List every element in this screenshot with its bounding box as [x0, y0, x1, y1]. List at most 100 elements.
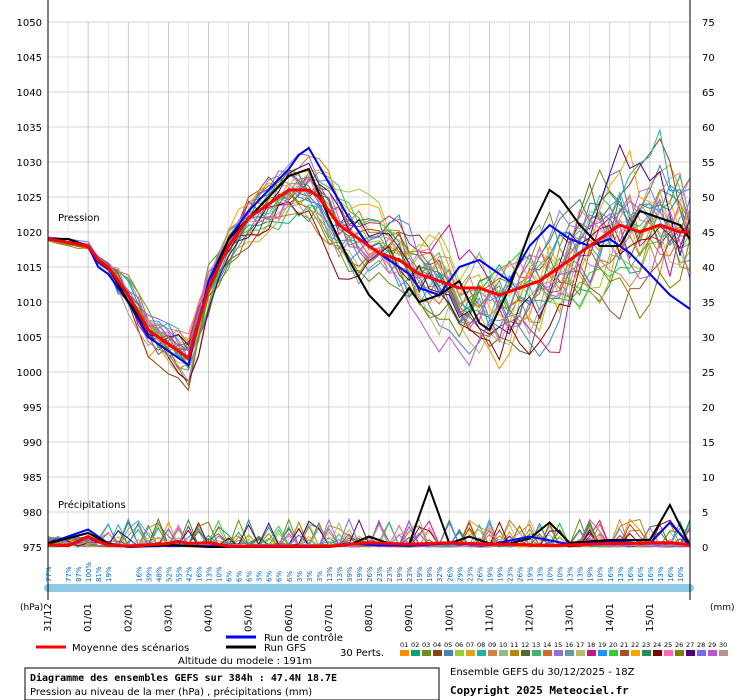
precip-probability-label: 10% [547, 566, 555, 582]
precip-probability-label: 3% [256, 571, 264, 582]
pert-pressure-line [47, 177, 691, 367]
pert-number-label: 13 [532, 641, 540, 649]
left-tick-label: 1045 [17, 53, 42, 64]
pert-color-swatch [598, 650, 607, 656]
pert-color-swatch [653, 650, 662, 656]
precip-probability-label: 16% [667, 566, 675, 582]
precip-probability-label: 42% [185, 566, 193, 582]
pert-number-label: 05 [444, 641, 452, 649]
pert-color-swatch [620, 650, 629, 656]
pert-color-swatch [576, 650, 585, 656]
precip-probability-label: 6% [286, 571, 294, 582]
pert-number-label: 10 [499, 641, 507, 649]
precip-probability-label: 48% [155, 566, 163, 582]
precip-probability-label: 26% [516, 566, 524, 582]
pert-color-swatch [642, 650, 651, 656]
precip-probability-label: 26% [476, 566, 484, 582]
precip-probability-label: 3% [306, 571, 314, 582]
precip-probability-label: 23% [506, 566, 514, 582]
pert-number-label: 22 [631, 641, 639, 649]
pert-pressure-line [47, 171, 691, 356]
right-tick-label: 55 [702, 158, 715, 169]
pert-number-label: 14 [543, 641, 551, 649]
precip-probability-label: 13% [657, 566, 665, 582]
right-tick-label: 45 [702, 228, 715, 239]
precip-probability-label: 19% [486, 566, 494, 582]
pert-pressure-line [47, 178, 691, 354]
legend: Moyenne des scénarios Run de contrôle Ru… [36, 632, 728, 667]
left-tick-label: 1000 [17, 368, 42, 379]
left-tick-label: 1010 [17, 298, 42, 309]
precip-probability-label: 13% [206, 566, 214, 582]
right-tick-label: 75 [702, 18, 715, 29]
pert-pressure-line [47, 170, 691, 352]
right-tick-label: 30 [702, 333, 715, 344]
right-tick-label: 15 [702, 438, 715, 449]
precip-probability-label: 32% [436, 566, 444, 582]
pert-color-swatch [477, 650, 486, 656]
precip-probability-label: 77% [65, 566, 73, 582]
left-tick-label: 995 [23, 403, 42, 414]
chart-subtitle: Pression au niveau de la mer (hPa) , pré… [30, 686, 312, 698]
x-date-label: 08/01 [364, 603, 375, 632]
precip-probability-label: 55% [175, 566, 183, 582]
pert-color-swatch [543, 650, 552, 656]
pert-number-label: 25 [664, 641, 672, 649]
precip-probability-label: 26% [446, 566, 454, 582]
x-date-label: 05/01 [244, 603, 255, 632]
precip-probability-label: 6% [266, 571, 274, 582]
pert-color-swatch [565, 650, 574, 656]
precip-probability-label: 23% [386, 566, 394, 582]
pert-color-swatch [411, 650, 420, 656]
pert-color-swatch [719, 650, 728, 656]
x-date-label: 31/12 [43, 603, 54, 632]
precip-probability-label: 13% [617, 566, 625, 582]
pert-color-swatch [444, 650, 453, 656]
right-tick-label: 35 [702, 298, 715, 309]
right-tick-label: 70 [702, 53, 715, 64]
precip-probability-label: 13% [577, 566, 585, 582]
pert-number-label: 27 [686, 641, 694, 649]
legend-perts-label: 30 Perts. [340, 648, 384, 659]
precip-probability-label: 6% [246, 571, 254, 582]
precip-probability-label: 19% [527, 566, 535, 582]
precip-probability-label: 77% [45, 566, 53, 582]
precip-probability-label: 3% [296, 571, 304, 582]
precip-probability-label: 16% [647, 566, 655, 582]
legend-control-label: Run de contrôle [264, 632, 343, 644]
x-date-label: 04/01 [204, 603, 215, 632]
precip-probability-label: 23% [466, 566, 474, 582]
pert-number-label: 18 [587, 641, 595, 649]
run-info: Ensemble GEFS du 30/12/2025 - 18Z [450, 667, 635, 678]
chart-title: Diagramme des ensembles GEFS sur 384h : … [30, 672, 337, 684]
x-date-label: 09/01 [404, 603, 415, 632]
precip-probability-label: 13% [537, 566, 545, 582]
precip-probability-label: 16% [607, 566, 615, 582]
right-tick-label: 50 [702, 193, 715, 204]
precip-probability-label: 87% [75, 566, 83, 582]
right-tick-label: 65 [702, 88, 715, 99]
x-date-label: 12/01 [525, 603, 536, 632]
pert-color-swatch [455, 650, 464, 656]
precip-probability-label: 29% [456, 566, 464, 582]
precip-probability-label: 13% [567, 566, 575, 582]
right-tick-label: 40 [702, 263, 715, 274]
pressure-section-label: Pression [58, 213, 100, 224]
pert-number-label: 26 [675, 641, 683, 649]
precip-probability-label: 39% [346, 566, 354, 582]
precip-probability-label: 19% [587, 566, 595, 582]
precip-probability-label: 13% [326, 566, 334, 582]
left-tick-label: 1005 [17, 333, 42, 344]
pert-number-label: 24 [653, 641, 661, 649]
precip-probability-label: 19% [416, 566, 424, 582]
x-date-label: 06/01 [284, 603, 295, 632]
precip-probability-label: 39% [145, 566, 153, 582]
left-tick-label: 980 [23, 508, 42, 519]
precip-probability-label: 16% [135, 566, 143, 582]
pert-number-label: 06 [455, 641, 463, 649]
pert-number-label: 02 [411, 641, 419, 649]
pert-color-swatch [488, 650, 497, 656]
precip-probability-label: 19% [356, 566, 364, 582]
pert-color-swatch [609, 650, 618, 656]
precip-probability-label: 81% [95, 566, 103, 582]
